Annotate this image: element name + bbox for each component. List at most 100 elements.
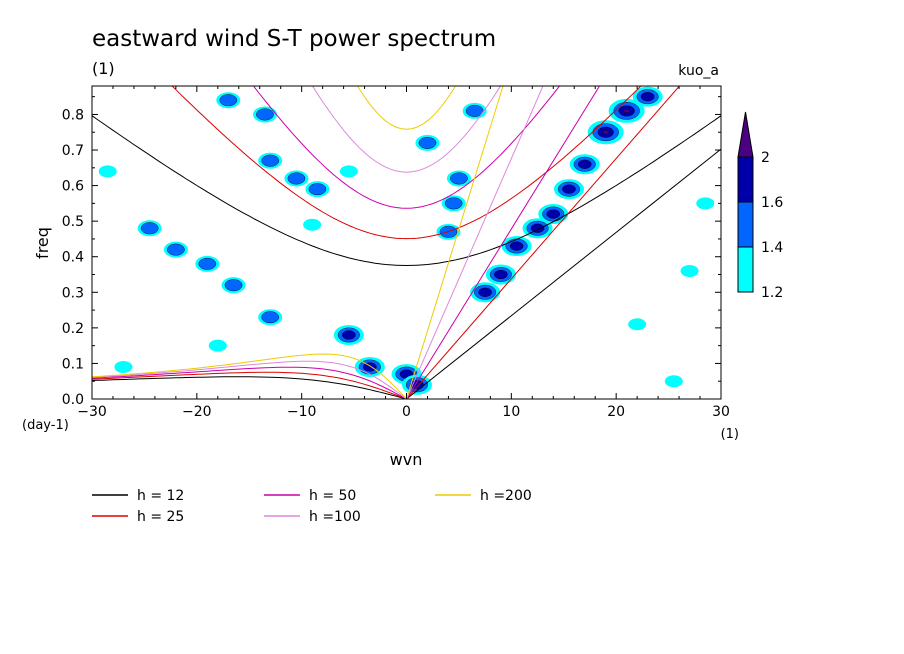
dispersion-curves bbox=[92, 86, 721, 399]
power-blob bbox=[446, 170, 471, 187]
power-blob bbox=[632, 86, 663, 107]
chart-subtitle: (1) bbox=[92, 59, 115, 78]
power-blob bbox=[98, 165, 117, 178]
dispersion-line bbox=[406, 86, 601, 399]
power-blob bbox=[415, 134, 440, 151]
dispersion-line bbox=[406, 86, 504, 399]
power-blob bbox=[501, 236, 532, 257]
power-contour-level bbox=[198, 257, 217, 270]
dispersion-line bbox=[92, 115, 721, 267]
y-axis-label: freq bbox=[33, 227, 52, 259]
power-blob bbox=[696, 197, 715, 210]
power-contour-level bbox=[303, 218, 322, 231]
power-blob bbox=[305, 181, 330, 198]
power-contour-level bbox=[450, 172, 468, 185]
power-contour-level bbox=[577, 159, 592, 169]
dispersion-curve-50 bbox=[92, 86, 601, 399]
power-blob bbox=[216, 92, 241, 109]
legend-label: h =100 bbox=[309, 509, 361, 525]
power-blob bbox=[195, 255, 220, 272]
power-contour-level bbox=[114, 360, 133, 373]
power-contour-level bbox=[167, 243, 185, 256]
power-contour-level bbox=[680, 264, 699, 277]
power-blob bbox=[303, 218, 322, 231]
power-blob bbox=[608, 98, 645, 123]
power-contour-level bbox=[640, 92, 655, 102]
dispersion-curve-25 bbox=[92, 86, 681, 399]
power-blob bbox=[441, 195, 466, 212]
legend-label: h =200 bbox=[480, 488, 532, 504]
y-tick-label: 0.4 bbox=[62, 250, 84, 266]
legend-item: h = 25 bbox=[92, 509, 184, 525]
dispersion-curve-12 bbox=[92, 115, 721, 399]
legend-label: h = 12 bbox=[137, 488, 184, 504]
power-contour-level bbox=[342, 330, 356, 340]
legend: h = 12 h = 25 h = 50 h =100 h =200 bbox=[92, 488, 532, 525]
power-contour-level bbox=[509, 241, 524, 251]
legend-item: h = 12 bbox=[92, 488, 184, 504]
power-contour-level bbox=[628, 318, 647, 331]
x-tick-label: 30 bbox=[712, 404, 730, 420]
colorbar-segment bbox=[737, 246, 754, 293]
power-blob bbox=[258, 152, 283, 169]
power-contour-level bbox=[261, 311, 280, 324]
colorbar-label: 1.6 bbox=[761, 195, 783, 211]
dispersion-curve-100 bbox=[92, 86, 544, 399]
power-blob bbox=[252, 106, 277, 123]
x-tick-label: 0 bbox=[402, 404, 411, 420]
power-blob bbox=[339, 165, 358, 178]
colorbar-triangle bbox=[737, 111, 754, 158]
x-tick-label: −10 bbox=[287, 404, 317, 420]
colorbar-label: 1.4 bbox=[761, 240, 783, 256]
power-blob bbox=[208, 339, 227, 352]
x-tick-label: 10 bbox=[502, 404, 520, 420]
power-blob bbox=[553, 179, 584, 200]
power-blob bbox=[137, 220, 162, 237]
dispersion-line bbox=[406, 86, 544, 399]
colorbar-segment bbox=[737, 156, 754, 203]
power-contour-level bbox=[623, 108, 630, 114]
power-blob bbox=[462, 102, 487, 119]
power-blob bbox=[114, 360, 133, 373]
y-tick-label: 0.3 bbox=[62, 285, 84, 301]
legend-item: h =100 bbox=[264, 509, 361, 525]
y-tick-label: 0.7 bbox=[62, 143, 84, 159]
y-tick-label: 0.5 bbox=[62, 214, 84, 230]
legend-label: h = 25 bbox=[137, 509, 184, 525]
colorbar: 1.2 1.4 1.6 2 bbox=[737, 111, 783, 301]
power-blob bbox=[680, 264, 699, 277]
power-contour-level bbox=[696, 197, 715, 210]
y-tick-label: 0.8 bbox=[62, 107, 84, 123]
power-blob bbox=[284, 170, 309, 187]
legend-item: h =200 bbox=[435, 488, 532, 504]
chart-tag: kuo_a bbox=[678, 63, 719, 79]
power-blob bbox=[258, 309, 283, 326]
power-contour-level bbox=[530, 223, 545, 233]
plot-area bbox=[92, 86, 721, 399]
power-contour-level bbox=[418, 136, 437, 149]
x-tick-label: −20 bbox=[182, 404, 212, 420]
y-axis-unit: (day-1) bbox=[22, 418, 69, 433]
power-contour-level bbox=[287, 172, 306, 185]
power-blob bbox=[354, 356, 385, 377]
legend-label: h = 50 bbox=[309, 488, 356, 504]
power-contour-level bbox=[546, 209, 561, 219]
legend-item: h = 50 bbox=[264, 488, 356, 504]
power-contour-level bbox=[339, 165, 358, 178]
power-blob bbox=[587, 120, 624, 145]
dispersion-line bbox=[406, 148, 721, 399]
dispersion-line bbox=[92, 376, 407, 399]
power-contour-level bbox=[208, 339, 227, 352]
power-blob bbox=[628, 318, 647, 331]
x-axis: −30 −20 −10 0 10 20 30 bbox=[77, 86, 730, 420]
y-tick-label: 0.6 bbox=[62, 179, 84, 195]
power-contour-level bbox=[98, 165, 117, 178]
dispersion-line bbox=[252, 86, 561, 209]
chart-title: eastward wind S-T power spectrum bbox=[92, 26, 496, 52]
power-contour-level bbox=[219, 94, 238, 107]
dispersion-line bbox=[171, 86, 642, 240]
x-axis-label: wvn bbox=[390, 450, 423, 469]
y-tick-label: 0.1 bbox=[62, 356, 84, 372]
power-contour-level bbox=[308, 183, 327, 196]
power-blob bbox=[538, 204, 569, 225]
